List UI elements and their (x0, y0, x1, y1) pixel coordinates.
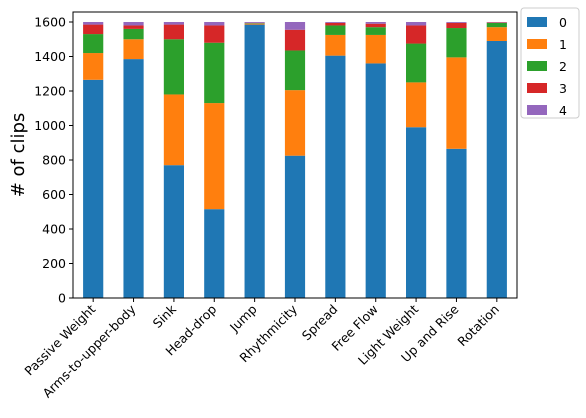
bar-segment (83, 53, 104, 80)
bar-segment (204, 42, 225, 104)
legend-swatch (527, 39, 547, 49)
bar-segment (204, 209, 225, 298)
bar-segment (163, 165, 184, 298)
bar-segment (204, 25, 225, 43)
bar-segment (325, 34, 346, 56)
bar-segment (244, 22, 265, 23)
bar-segment (83, 79, 104, 298)
y-tick-label: 400 (42, 222, 66, 237)
bar-segment (446, 28, 467, 58)
bar-segment (486, 22, 507, 23)
bar-segment (325, 22, 346, 26)
y-tick-label: 600 (42, 187, 66, 202)
bar-segment (83, 22, 104, 25)
plot-frame (72, 11, 518, 299)
bar-segment (325, 25, 346, 35)
x-tick-label: Rotation (454, 302, 502, 350)
y-tick-label: 1000 (34, 118, 66, 133)
bar-segment (244, 23, 265, 24)
bar-segment (123, 25, 144, 29)
legend-label: 3 (559, 81, 567, 96)
x-tick-label: Sink (150, 301, 180, 331)
bar-segment (163, 22, 184, 25)
y-tick-label: 1400 (34, 49, 66, 64)
bar-segment (244, 24, 265, 298)
legend-swatch (527, 61, 547, 71)
bar-segment (486, 27, 507, 41)
bar-segment (446, 148, 467, 298)
bar-segment (284, 29, 306, 51)
y-tick-label: 200 (42, 256, 66, 271)
bar-segment (446, 57, 467, 149)
bar-segment (244, 23, 265, 25)
bar-segment (325, 22, 346, 23)
bar-segment (365, 34, 386, 64)
bar-segment (284, 22, 306, 30)
legend-swatch (527, 83, 547, 93)
bar-segment (284, 90, 306, 156)
bar-segment (123, 59, 144, 298)
bar-segment (204, 103, 225, 210)
bar-segment (204, 22, 225, 26)
legend-swatch (527, 17, 547, 27)
bar-segment (123, 28, 144, 40)
bar-segment (123, 39, 144, 60)
bar-segment (163, 94, 184, 166)
legend-swatch (527, 105, 547, 115)
bar-segment (365, 23, 386, 28)
bar-segment (284, 50, 306, 91)
bar-segment (83, 34, 104, 54)
bar-segment (365, 22, 386, 24)
x-tick-label: Passive Weight (21, 301, 98, 378)
bar-segment (123, 22, 144, 26)
bar-segment (325, 55, 346, 298)
bar-segment (486, 40, 507, 298)
y-tick-label: 1200 (34, 84, 66, 99)
bar-segment (446, 22, 467, 23)
legend-label: 4 (559, 103, 567, 118)
bar-segment (365, 27, 386, 35)
bar-segment (163, 24, 184, 40)
bar-segment (486, 22, 507, 28)
y-tick-label: 800 (42, 153, 66, 168)
legend-label: 0 (559, 15, 567, 30)
y-tick-label: 1600 (34, 15, 66, 30)
bar-segment (284, 155, 306, 298)
bar-segment (406, 22, 427, 26)
legend-label: 1 (559, 37, 567, 52)
legend-label: 2 (559, 59, 567, 74)
bar-segment (163, 39, 184, 95)
y-axis-label: # of clips (8, 113, 29, 198)
bar-segment (406, 25, 427, 44)
bar-segment (406, 127, 427, 298)
bar-segment (406, 43, 427, 83)
y-tick-label: 0 (58, 291, 66, 306)
x-tick-label: Jump (226, 301, 260, 335)
bar-segment (83, 24, 104, 35)
bar-segment (406, 82, 427, 128)
bar-segment (446, 22, 467, 29)
bar-segment (365, 63, 386, 299)
